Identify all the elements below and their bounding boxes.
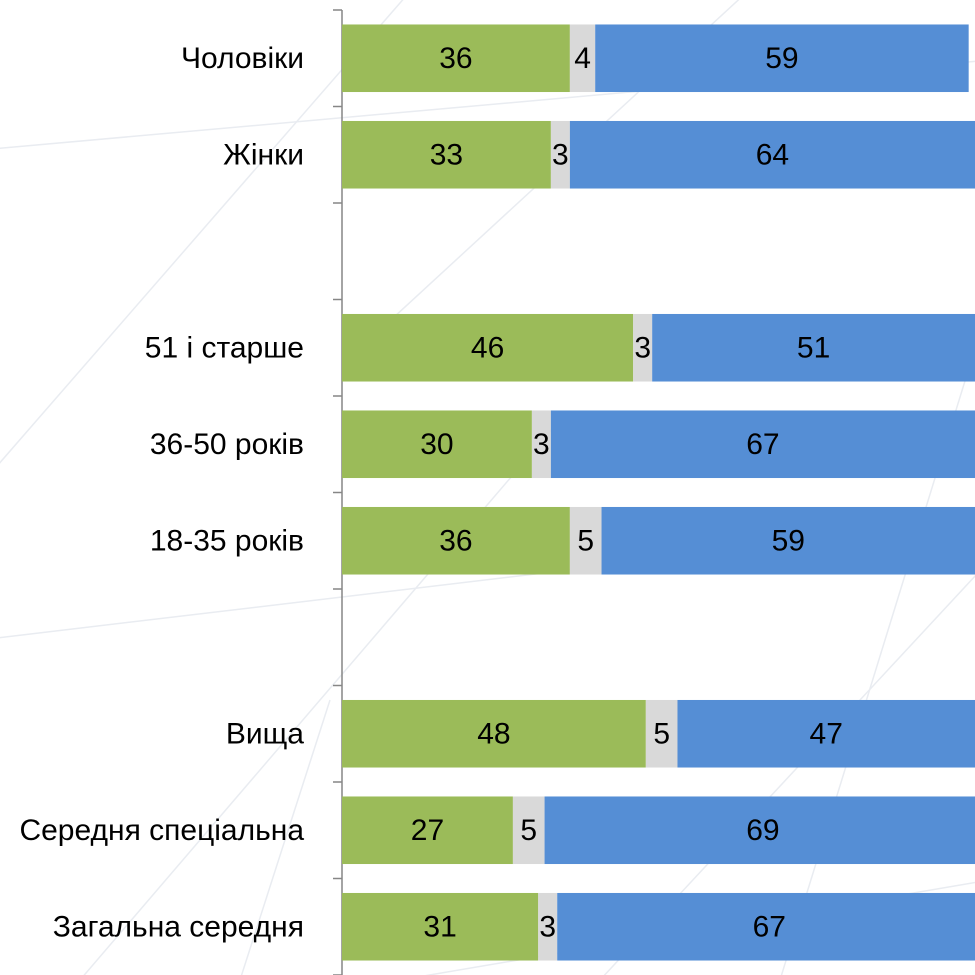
bar-segment [342,313,634,382]
category-label: Жінки [223,138,304,171]
bar-segment [342,410,532,479]
data-label: 69 [746,814,779,847]
data-label: 3 [533,428,550,461]
data-label: 67 [753,910,786,943]
data-label: 46 [471,331,504,364]
bar-segment [544,796,975,865]
bar-segment [550,120,570,189]
bar-segment [342,24,570,93]
category-label: 51 і старше [145,331,304,364]
data-label: 5 [520,814,537,847]
bar-segment [512,796,545,865]
bar-segment [652,313,975,382]
data-label: 30 [420,428,453,461]
bar-segment [538,892,558,961]
data-label: 51 [797,331,830,364]
bar-segment [342,506,570,575]
bar-segment [569,24,596,93]
data-label: 3 [539,910,556,943]
category-label: Середня спеціальна [19,814,304,847]
bar-segment [342,796,513,865]
bar-segment [645,699,678,768]
bar-segment [531,410,551,479]
bar-segment [557,892,975,961]
data-label: 3 [634,331,651,364]
bar-segment [569,120,975,189]
bar-segment [601,506,975,575]
data-label: 36 [439,42,472,75]
category-label: Загальна середня [53,910,304,943]
bar-segment [342,892,539,961]
data-label: 67 [746,428,779,461]
category-label: Чоловіки [181,42,304,75]
data-label: 5 [653,717,670,750]
data-label: 33 [430,138,463,171]
data-label: 31 [423,910,456,943]
data-label: 27 [411,814,444,847]
bar-segment [595,24,969,93]
data-label: 36 [439,524,472,557]
category-label: 18-35 років [150,524,304,557]
category-label: Вища [226,717,304,750]
bar-segment [633,313,653,382]
data-label: 4 [574,42,591,75]
bar-segment [550,410,975,479]
data-label: 5 [577,524,594,557]
bar-segment [569,506,602,575]
category-label: 36-50 років [150,428,304,461]
bar-segment [342,699,646,768]
data-label: 64 [756,138,789,171]
bar-segment [342,120,551,189]
data-label: 59 [772,524,805,557]
data-label: 59 [765,42,798,75]
bar-segment [677,699,975,768]
data-label: 3 [552,138,569,171]
data-label: 47 [810,717,843,750]
data-label: 48 [477,717,510,750]
